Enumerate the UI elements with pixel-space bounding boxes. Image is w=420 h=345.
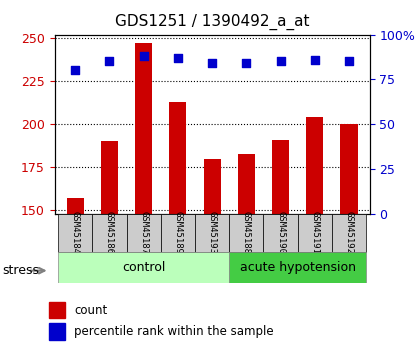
Text: GSM45184: GSM45184 [71,211,80,254]
Text: GSM45190: GSM45190 [276,211,285,254]
Bar [67,198,84,345]
Title: GDS1251 / 1390492_a_at: GDS1251 / 1390492_a_at [115,14,310,30]
Bar [306,117,323,345]
FancyBboxPatch shape [298,214,332,252]
Text: GSM45191: GSM45191 [310,211,319,254]
Bar [101,141,118,345]
Point [106,59,113,64]
FancyBboxPatch shape [58,214,92,252]
Bar [341,124,357,345]
Point [140,53,147,59]
FancyBboxPatch shape [126,214,161,252]
Point [346,59,352,64]
FancyBboxPatch shape [229,214,263,252]
Point [174,55,181,61]
Text: GSM45189: GSM45189 [173,211,182,254]
Text: GSM45193: GSM45193 [207,211,217,254]
Bar [135,43,152,345]
FancyBboxPatch shape [195,214,229,252]
Text: GSM45186: GSM45186 [105,211,114,254]
FancyBboxPatch shape [92,214,126,252]
Text: percentile rank within the sample: percentile rank within the sample [74,325,274,338]
Text: GSM45188: GSM45188 [242,211,251,254]
FancyBboxPatch shape [229,252,366,283]
Bar [204,159,220,345]
Point [209,60,215,66]
Point [277,59,284,64]
Text: GSM45187: GSM45187 [139,211,148,254]
FancyBboxPatch shape [332,214,366,252]
Bar [272,140,289,345]
Bar [169,102,186,345]
Point [72,68,79,73]
Text: GSM45192: GSM45192 [344,211,354,254]
FancyBboxPatch shape [263,214,298,252]
Bar [49,302,65,318]
Bar [238,154,255,345]
Text: count: count [74,304,108,317]
Text: control: control [122,261,165,274]
Text: acute hypotension: acute hypotension [240,261,356,274]
Point [312,57,318,62]
FancyBboxPatch shape [58,252,229,283]
Text: stress: stress [2,264,39,277]
FancyBboxPatch shape [161,214,195,252]
Bar [49,323,65,340]
Point [243,60,250,66]
